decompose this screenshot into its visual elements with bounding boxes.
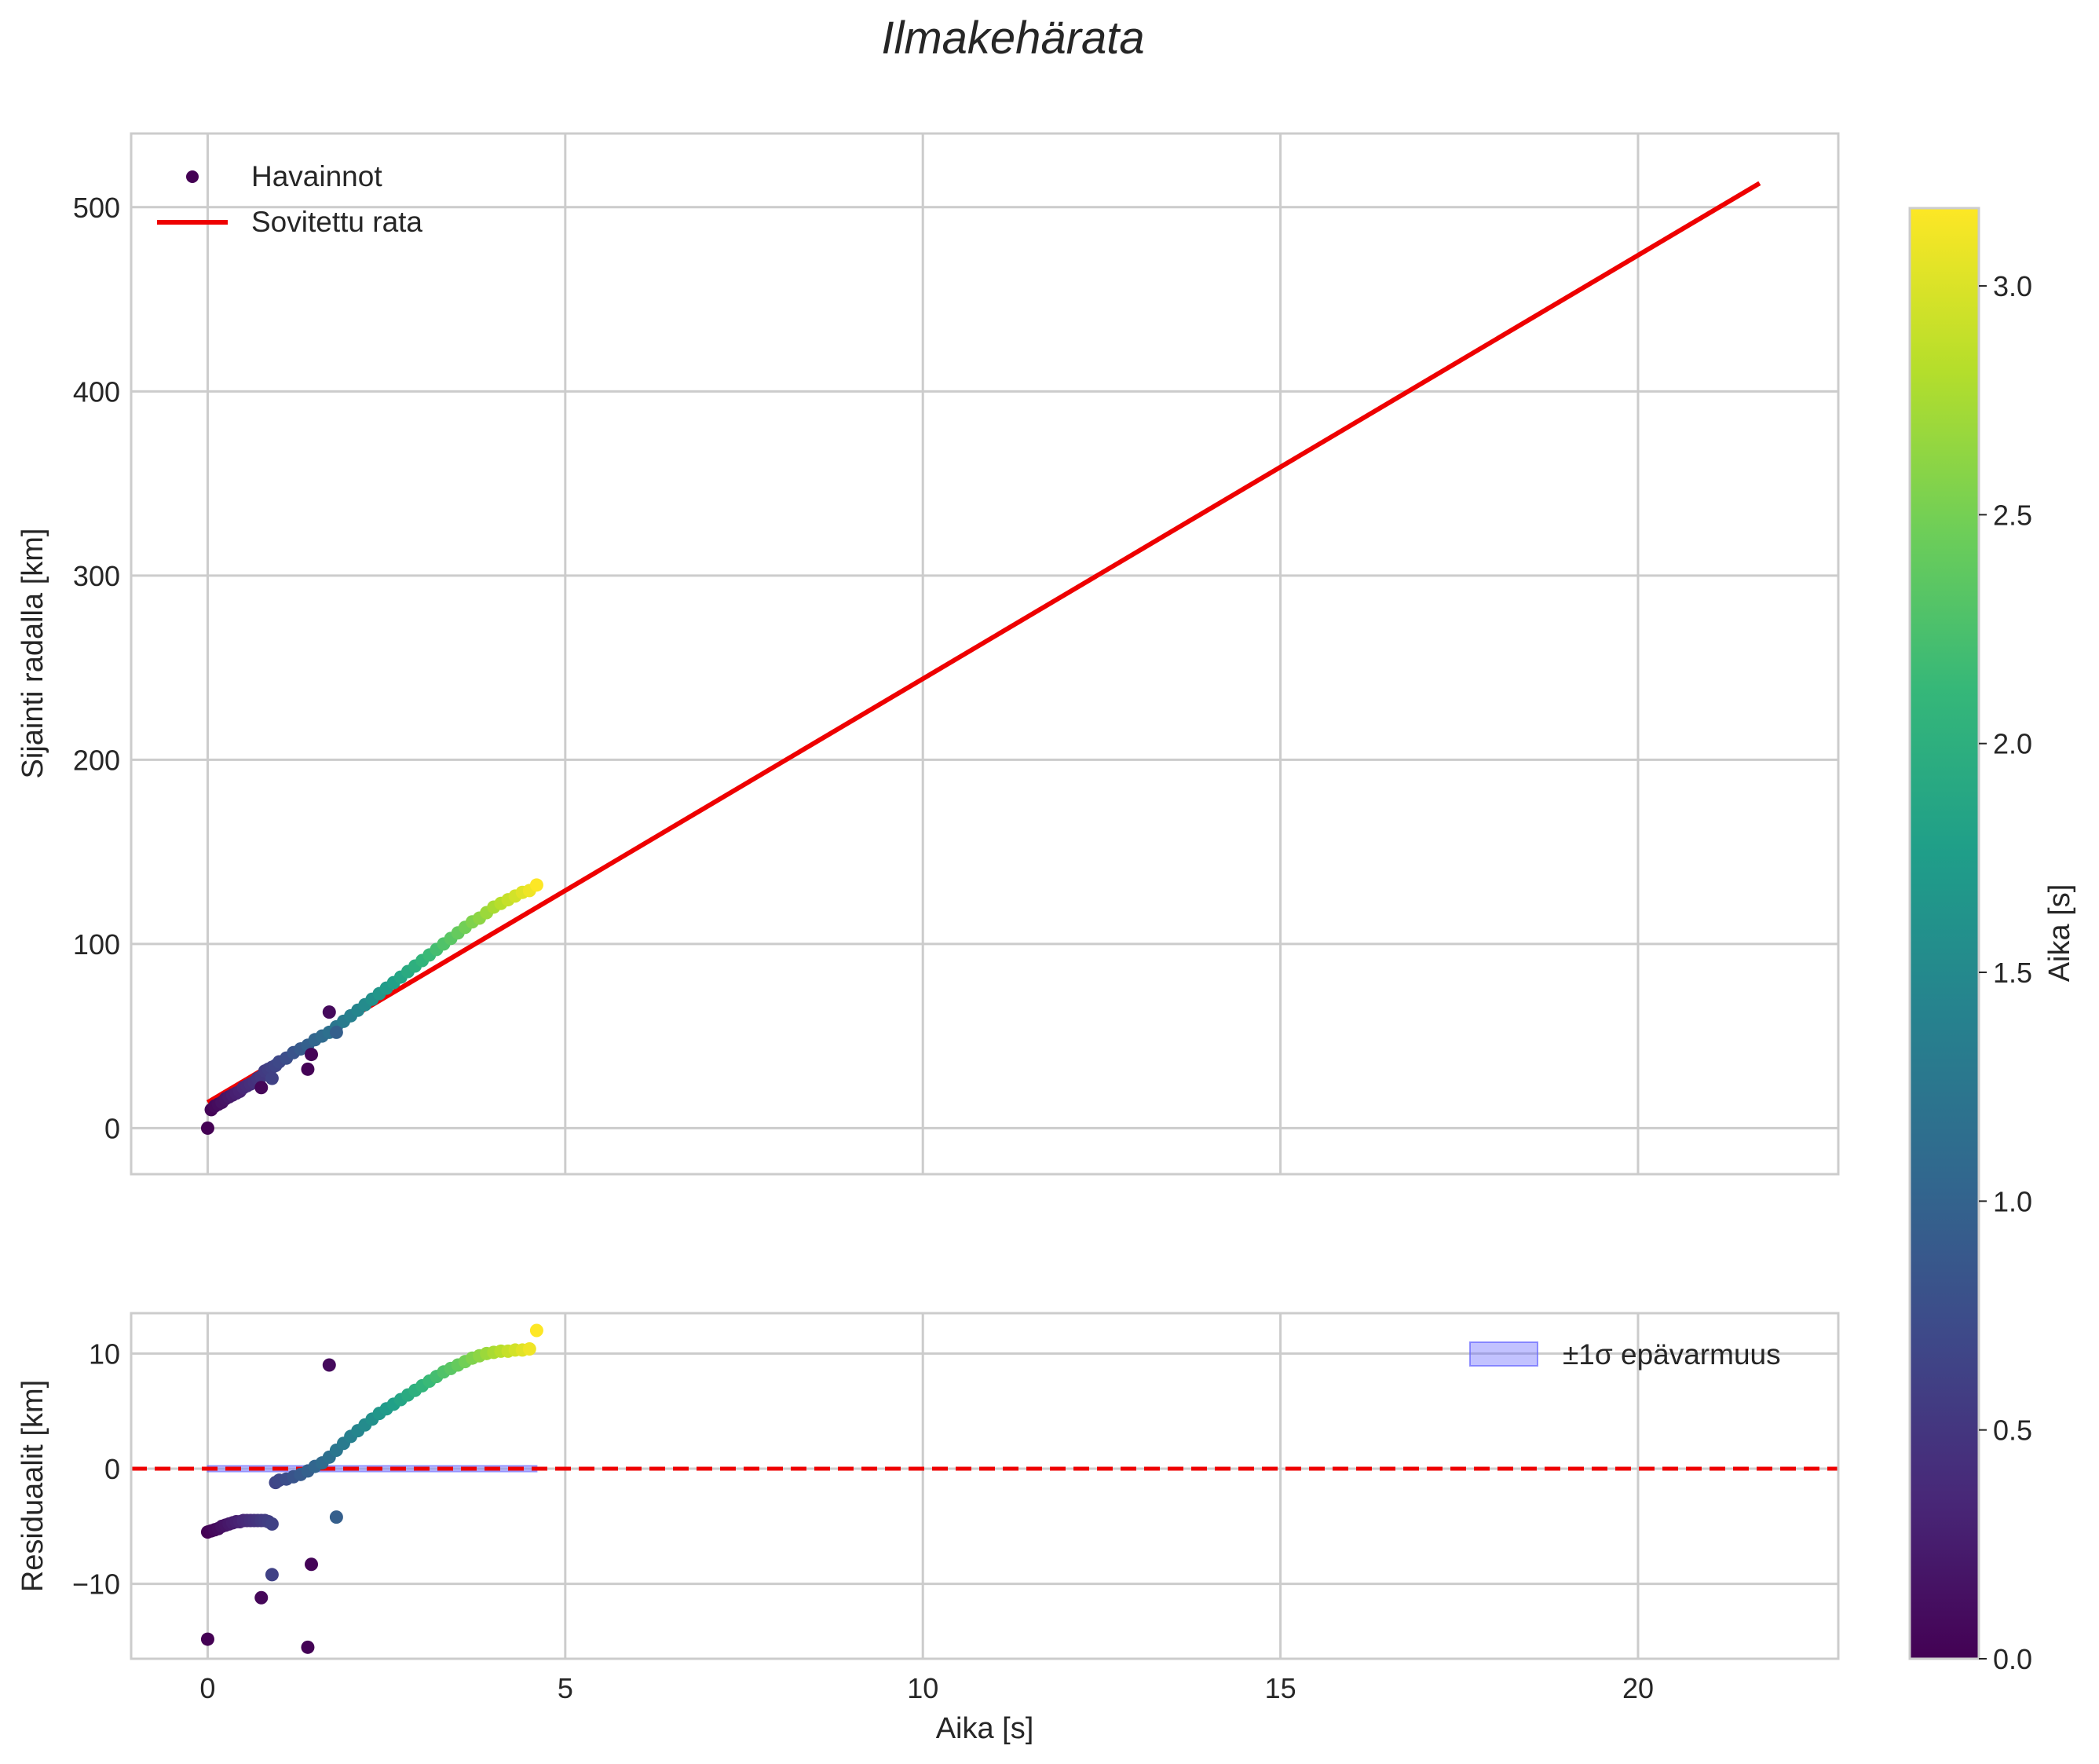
residuals-x-tick-labels: 0 5 10 15 20	[199, 1672, 1654, 1704]
residuals-panel: −10 0 10 0 5 10 15 20 Residuaalit [km] Aika [s…	[16, 1312, 1840, 1745]
residual-point	[265, 1517, 279, 1531]
legend-marker-uncertainty	[1469, 1341, 1538, 1367]
legend-label-fit-line: Sovitettu rata	[251, 206, 422, 238]
residual-point	[529, 1323, 543, 1338]
residuals-y-axis-label: Residuaalit [km]	[16, 1380, 49, 1592]
colorbar-ticks: 0.0 0.5 1.0 1.5 2.0 2.5 3.0	[1979, 270, 2032, 1675]
fit-line-layer	[206, 181, 1761, 1105]
colorbar-tick-label: 0.0	[1993, 1643, 2032, 1675]
observation-point	[301, 1062, 315, 1076]
colorbar-tick-label: 0.5	[1993, 1414, 2032, 1447]
trajectory-y-tick-label: 300	[73, 560, 120, 592]
observation-point	[265, 1071, 279, 1085]
observation-point	[329, 1025, 343, 1039]
residual-point	[322, 1358, 336, 1372]
trajectory-panel: 0 100 200 300 400 500 Sijainti radalla [km] H…	[16, 132, 1840, 1176]
observation-point	[529, 878, 543, 892]
residual-point	[329, 1510, 343, 1524]
trajectory-legend: Havainnot Sovitettu rata	[157, 160, 422, 238]
colorbar-tick-label: 2.0	[1993, 728, 2032, 760]
residuals-plot-area	[131, 1313, 1838, 1659]
residual-point	[254, 1590, 269, 1605]
residual-point	[265, 1568, 279, 1582]
trajectory-frame	[130, 132, 1840, 1176]
legend-label-uncertainty: ±1σ epävarmuus	[1563, 1338, 1781, 1371]
residual-point	[305, 1557, 319, 1572]
legend-marker-observations	[186, 170, 199, 183]
residuals-y-tick-label: 0	[104, 1453, 120, 1485]
residuals-x-tick-label: 5	[558, 1672, 573, 1704]
legend-label-observations: Havainnot	[251, 160, 382, 192]
residuals-x-tick-label: 20	[1622, 1672, 1654, 1704]
residuals-x-tick-label: 10	[907, 1672, 938, 1704]
colorbar-tick-label: 1.0	[1993, 1185, 2032, 1217]
x-axis-label: Aika [s]	[936, 1712, 1034, 1745]
residuals-y-tick-labels: −10 0 10	[72, 1338, 120, 1600]
colorbar-gradient	[1908, 207, 1980, 1660]
trajectory-y-tick-label: 500	[73, 192, 120, 224]
residuals-y-tick-label: 10	[89, 1338, 120, 1370]
observation-point	[305, 1048, 319, 1062]
residuals-legend: ±1σ epävarmuus	[1469, 1338, 1781, 1371]
residuals-y-tick-label: −10	[72, 1568, 120, 1601]
trajectory-grid	[131, 134, 1838, 1174]
colorbar-tick-label: 2.5	[1993, 499, 2032, 531]
trajectory-y-axis-label: Sijainti radalla [km]	[16, 529, 49, 779]
residual-point	[522, 1341, 536, 1356]
trajectory-y-tick-label: 100	[73, 928, 120, 961]
observation-point	[254, 1081, 269, 1095]
observation-points	[200, 878, 543, 1135]
colorbar: 0.0 0.5 1.0 1.5 2.0 2.5 3.0 Aika [s]	[1908, 207, 2076, 1675]
trajectory-y-tick-label: 400	[73, 375, 120, 408]
trajectory-y-tick-labels: 0 100 200 300 400 500	[73, 192, 120, 1145]
figure-title: Ilmakehärata	[881, 13, 1144, 64]
trajectory-y-tick-label: 200	[73, 744, 120, 776]
residuals-x-tick-label: 15	[1265, 1672, 1296, 1704]
trajectory-y-tick-label: 0	[104, 1112, 120, 1144]
residuals-frame	[130, 1312, 1840, 1660]
fitted-trajectory-line	[206, 181, 1761, 1105]
colorbar-label: Aika [s]	[2043, 884, 2076, 983]
residuals-x-tick-label: 0	[199, 1672, 215, 1704]
colorbar-tick-label: 3.0	[1993, 270, 2032, 302]
residual-points	[200, 1323, 543, 1654]
colorbar-tick-label: 1.5	[1993, 957, 2032, 989]
observation-point	[200, 1121, 214, 1135]
observation-point	[322, 1005, 336, 1019]
residual-point	[200, 1632, 214, 1646]
residual-point	[301, 1640, 315, 1654]
